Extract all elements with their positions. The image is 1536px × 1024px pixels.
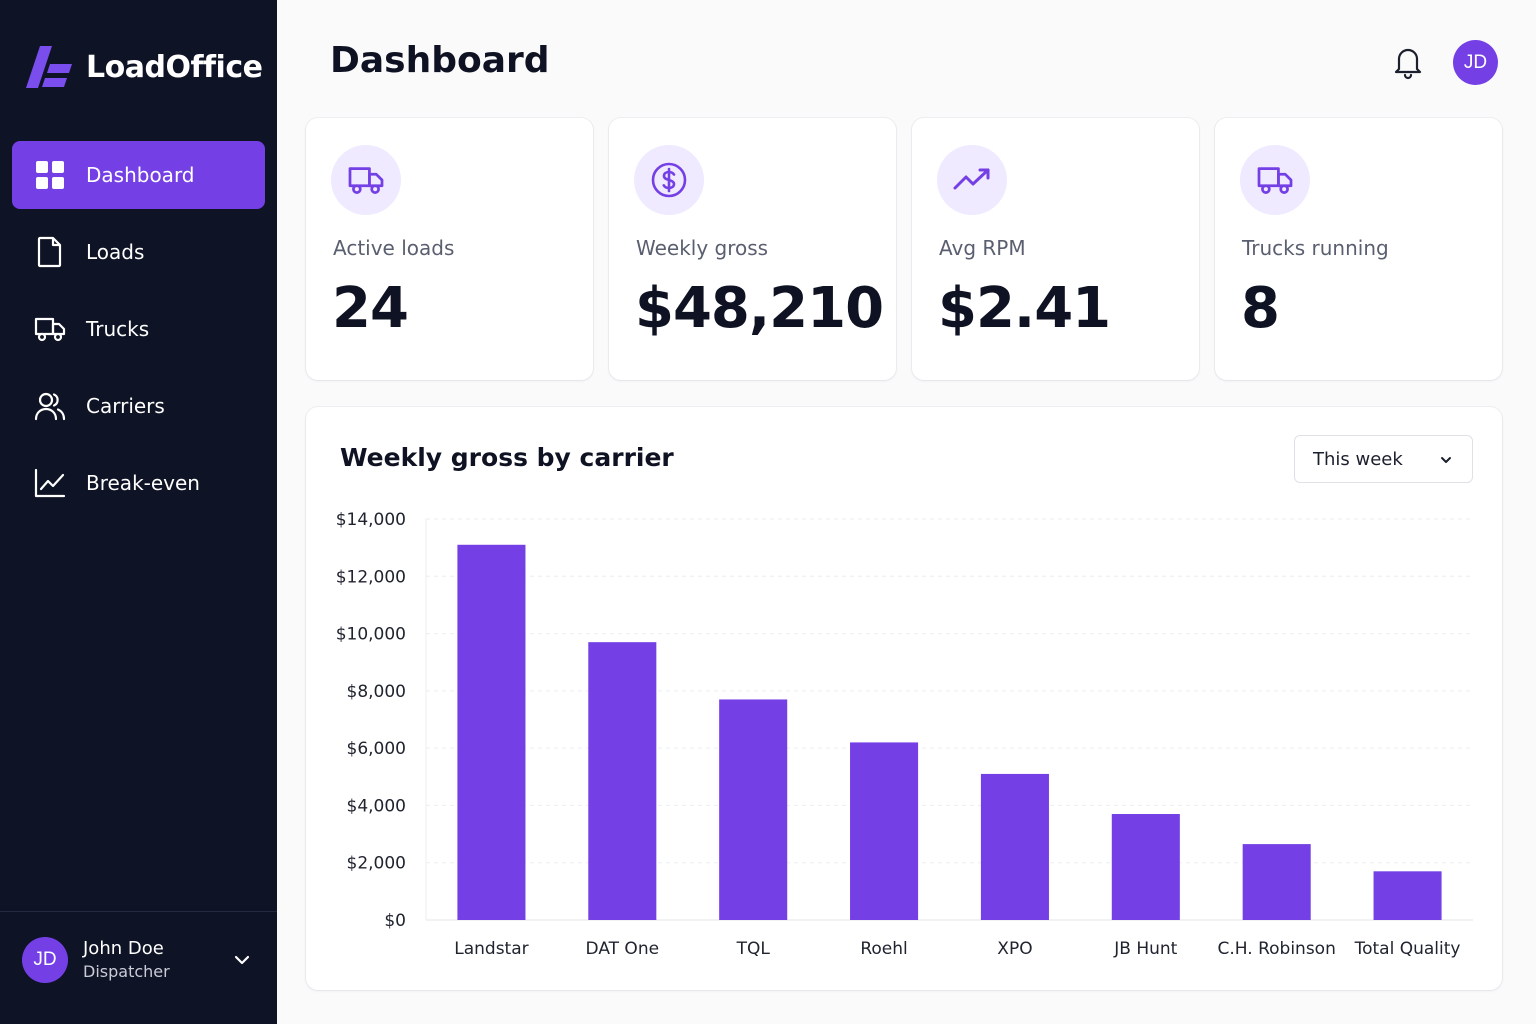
y-tick-label: $14,000 (336, 510, 406, 530)
sidebar: LoadOffice Dashboard Loads Trucks Carrie… (0, 0, 277, 1024)
bell-icon[interactable] (1390, 44, 1426, 80)
sidebar-item-label: Trucks (86, 317, 150, 341)
line-chart-icon (34, 467, 66, 499)
period-select-value: This week (1313, 448, 1403, 470)
dashboard-icon (34, 159, 66, 191)
sidebar-nav: Dashboard Loads Trucks Carriers Break-ev… (12, 141, 265, 526)
x-tick-label: DAT One (586, 939, 660, 959)
y-tick-label: $12,000 (336, 567, 406, 587)
kpi-card-trucks-running: Trucks running 8 (1215, 118, 1502, 380)
bar-landstar[interactable] (457, 544, 526, 920)
user-name: John Doe (83, 938, 164, 959)
kpi-card-weekly-gross: Weekly gross $48,210 (609, 118, 896, 380)
sidebar-item-loads[interactable]: Loads (12, 218, 265, 286)
bar-tql[interactable] (719, 699, 788, 920)
document-icon (34, 236, 66, 268)
page-title: Dashboard (330, 40, 550, 81)
kpi-label: Avg RPM (939, 236, 1026, 260)
kpi-card-avg-rpm: Avg RPM $2.41 (912, 118, 1199, 380)
kpi-label: Trucks running (1242, 236, 1389, 260)
bar-xpo[interactable] (980, 773, 1049, 920)
x-tick-label: C.H. Robinson (1218, 939, 1336, 959)
user-menu[interactable]: JD John Doe Dispatcher (22, 935, 262, 985)
x-tick-label: XPO (997, 939, 1032, 959)
bar-chart: $0 $2,000 $4,000 $6,000 $8,000 $10,000 $12,000… (336, 510, 1473, 959)
bar-roehl[interactable] (850, 742, 919, 920)
bar-c-h-robinson[interactable] (1242, 844, 1311, 920)
chart-card: $0 $2,000 $4,000 $6,000 $8,000 $10,000 $12,000… (306, 407, 1502, 990)
brand[interactable]: LoadOffice (26, 44, 263, 90)
x-tick-label: JB Hunt (1113, 939, 1177, 959)
sidebar-item-label: Carriers (86, 394, 165, 418)
truck-icon (34, 313, 66, 345)
period-select[interactable]: This week (1294, 435, 1473, 483)
kpi-value: $48,210 (635, 276, 884, 341)
x-tick-label: Roehl (860, 939, 907, 959)
x-tick-label: Total Quality (1354, 939, 1461, 959)
sidebar-item-dashboard[interactable]: Dashboard (12, 141, 265, 209)
kpi-label: Weekly gross (636, 236, 769, 260)
sidebar-item-trucks[interactable]: Trucks (12, 295, 265, 363)
truck-icon (1240, 145, 1310, 215)
dollar-circle-icon (634, 145, 704, 215)
bar-jb-hunt[interactable] (1111, 814, 1180, 920)
sidebar-item-label: Break-even (86, 471, 200, 495)
sidebar-divider (0, 911, 277, 912)
x-tick-label: TQL (736, 939, 771, 959)
y-tick-label: $0 (384, 911, 406, 931)
kpi-label: Active loads (333, 236, 455, 260)
avatar: JD (22, 937, 68, 983)
bar-dat-one[interactable] (588, 642, 657, 920)
sidebar-item-label: Dashboard (86, 163, 195, 187)
bar-total-quality[interactable] (1373, 871, 1442, 920)
trending-up-icon (937, 145, 1007, 215)
kpi-value: 8 (1241, 276, 1280, 341)
user-role: Dispatcher (83, 962, 170, 981)
x-tick-label: Landstar (454, 939, 528, 959)
chevron-down-icon[interactable] (230, 948, 254, 972)
chevron-down-icon (1441, 457, 1451, 463)
brand-name: LoadOffice (86, 49, 263, 85)
sidebar-item-label: Loads (86, 240, 145, 264)
kpi-card-active-loads: Active loads 24 (306, 118, 593, 380)
users-icon (34, 390, 66, 422)
loadoffice-logo-icon (26, 46, 72, 88)
y-tick-label: $4,000 (347, 796, 406, 816)
kpi-value: $2.41 (938, 276, 1111, 341)
y-tick-label: $6,000 (347, 739, 406, 759)
y-tick-label: $10,000 (336, 625, 406, 645)
y-tick-label: $8,000 (347, 682, 406, 702)
chart-title: Weekly gross by carrier (340, 443, 674, 472)
truck-icon (331, 145, 401, 215)
sidebar-item-carriers[interactable]: Carriers (12, 372, 265, 440)
y-tick-label: $2,000 (347, 854, 406, 874)
kpi-value: 24 (332, 276, 409, 341)
header-avatar[interactable]: JD (1453, 40, 1498, 85)
sidebar-item-break-even[interactable]: Break-even (12, 449, 265, 517)
